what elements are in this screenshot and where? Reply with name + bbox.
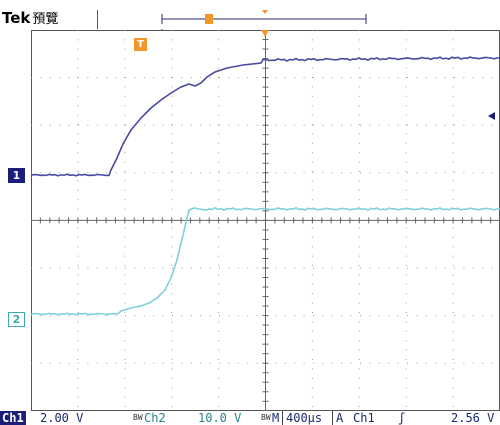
waveform-display[interactable] bbox=[31, 30, 500, 411]
trigger-mode: A bbox=[332, 411, 343, 425]
scope-header: Tek 預覽 bbox=[0, 0, 500, 30]
ch2-scale: 10.0 V bbox=[198, 411, 242, 425]
trigger-time-marker bbox=[261, 30, 269, 37]
brand-name: Tek bbox=[2, 9, 31, 27]
trigger-flag-icon: T bbox=[134, 38, 147, 51]
ch1-scale: 2.00 V bbox=[40, 411, 84, 425]
ch2-label[interactable]: Ch2 bbox=[144, 411, 166, 425]
waveforms bbox=[31, 30, 500, 316]
ch1-label[interactable]: Ch1 bbox=[0, 411, 26, 425]
trigger-position-arrow bbox=[262, 10, 268, 14]
record-window-marker bbox=[205, 14, 213, 24]
ch1-ground-marker[interactable]: 1 bbox=[8, 168, 25, 183]
trigger-level: 2.56 V bbox=[451, 411, 495, 425]
acquisition-mode: 預覽 bbox=[32, 12, 59, 27]
ch2-ground-marker[interactable]: 2 bbox=[8, 312, 25, 327]
header-divider bbox=[97, 10, 98, 29]
brand-title: Tek 預覽 bbox=[2, 8, 58, 27]
ch1-bandwidth-icon: BW bbox=[133, 413, 143, 422]
timebase-label: M bbox=[272, 411, 280, 425]
ch2-waveform bbox=[31, 206, 500, 316]
status-bar: Ch1 2.00 V BW Ch2 10.0 V BW M 400µs A Ch… bbox=[0, 411, 500, 425]
record-position-bar[interactable] bbox=[0, 0, 500, 30]
trigger-level-marker bbox=[488, 112, 495, 120]
trigger-source: Ch1 bbox=[353, 411, 375, 425]
timebase-value[interactable]: 400µs bbox=[282, 411, 322, 425]
trigger-slope-icon: ʃ bbox=[398, 411, 406, 425]
ch1-waveform bbox=[31, 56, 500, 177]
ch2-bandwidth-icon: BW bbox=[261, 413, 271, 422]
